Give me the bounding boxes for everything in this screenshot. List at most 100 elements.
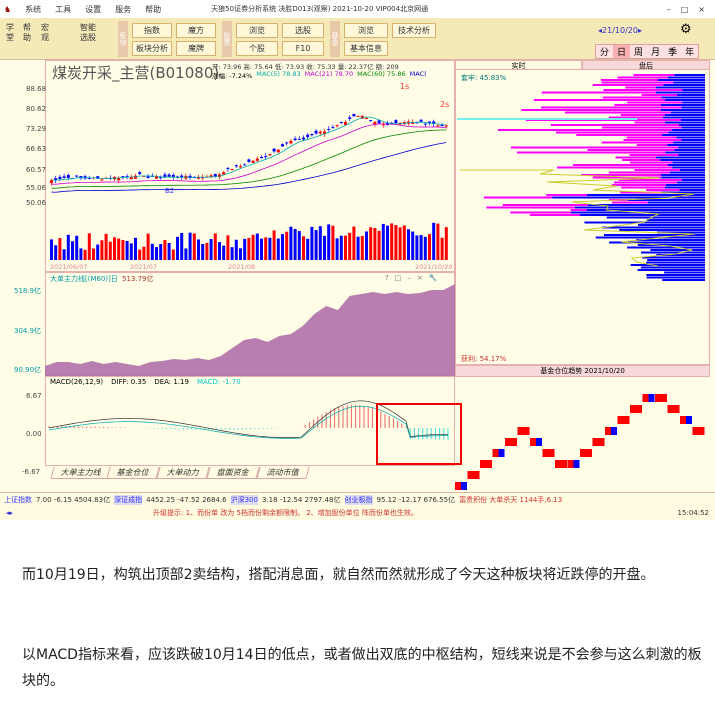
- candle: [209, 175, 213, 177]
- macd-diff: DIFF: 0.35: [111, 378, 147, 386]
- period-year[interactable]: 年: [685, 48, 695, 58]
- date-navigator[interactable]: ◂21/10/20▸: [598, 26, 642, 35]
- chip-bar-blue: [637, 224, 705, 226]
- period-minute[interactable]: 分: [600, 48, 610, 58]
- wrench-icon[interactable]: 🔧: [428, 274, 438, 282]
- menu-service[interactable]: 服务: [115, 4, 132, 14]
- trend-cell: [617, 416, 624, 424]
- moving-average-line: [51, 123, 447, 185]
- window-title: 天狼50证券分析系统 决胜D013(观察) 2021-10-20 VIP004北…: [211, 5, 429, 13]
- scroll-arrows-icon[interactable]: ◂▸: [6, 509, 14, 517]
- volume-bar: [62, 249, 66, 260]
- index-hs300[interactable]: 沪深300: [230, 494, 258, 505]
- chip-bar-magenta: [641, 94, 678, 96]
- close-icon[interactable]: ×: [416, 274, 423, 282]
- candle: [125, 176, 129, 178]
- tab-main-force-line[interactable]: 大单主力线: [50, 467, 112, 479]
- gear-icon[interactable]: ⚙: [680, 22, 692, 37]
- period-selector: 分 日 周 月 季 年: [595, 44, 700, 59]
- btn-single-stock[interactable]: 个股: [236, 41, 278, 56]
- close-button[interactable]: ×: [698, 4, 705, 14]
- chip-bar-magenta: [634, 169, 680, 171]
- candle: [230, 168, 234, 170]
- btn-stock-pick[interactable]: 选股: [282, 23, 324, 38]
- chip-bar-magenta: [497, 129, 673, 131]
- macd-panel[interactable]: [45, 376, 455, 466]
- btn-fund-browse[interactable]: 浏览: [344, 23, 388, 38]
- btn-sector-analysis[interactable]: 板块分析: [132, 41, 172, 56]
- candle: [222, 172, 226, 175]
- ohlc-readout: 开: 73.96 高: 75.64 低: 73.93 收: 75.33 量: 2…: [212, 63, 399, 71]
- btn-magic-card[interactable]: 魔牌: [176, 41, 216, 56]
- candle: [344, 122, 347, 125]
- candle: [281, 144, 284, 147]
- period-quarter[interactable]: 季: [668, 48, 678, 58]
- btn-school[interactable]: 学堂: [6, 23, 14, 42]
- period-day[interactable]: 日: [613, 45, 631, 58]
- btn-basic-info[interactable]: 基本信息: [344, 41, 388, 56]
- volume-bar: [251, 234, 255, 260]
- index-sh[interactable]: 上证指数: [4, 495, 32, 504]
- tab-big-order-power[interactable]: 大单动力: [156, 467, 210, 479]
- candle: [58, 176, 62, 179]
- index-cyb[interactable]: 创业板指: [344, 494, 373, 505]
- chip-bar-blue: [574, 206, 705, 209]
- btn-browse[interactable]: 浏览: [236, 23, 278, 38]
- btn-help[interactable]: 帮助: [23, 23, 31, 42]
- candle: [247, 159, 251, 162]
- menu-system[interactable]: 系统: [25, 4, 42, 14]
- volume-bar: [71, 241, 74, 260]
- volume-bar: [205, 242, 209, 260]
- btn-index[interactable]: 指数: [132, 23, 172, 38]
- minimize-icon[interactable]: –: [407, 274, 411, 282]
- restore-icon[interactable]: □: [394, 274, 402, 282]
- trend-cell: [648, 394, 655, 402]
- btn-tech-analysis[interactable]: 技术分析: [392, 23, 436, 38]
- period-month[interactable]: 月: [651, 48, 661, 58]
- btn-f10[interactable]: F10: [282, 41, 324, 56]
- trend-cell: [692, 427, 699, 435]
- fund-position-trend-title: 基金仓位趋势 2021/10/20: [455, 365, 710, 377]
- menu-settings[interactable]: 设置: [85, 4, 102, 14]
- chip-bar-blue: [586, 209, 705, 211]
- chip-bar-blue: [655, 91, 705, 94]
- tab-fund-position[interactable]: 基金仓位: [106, 467, 160, 479]
- index-sz[interactable]: 深证成指: [114, 494, 143, 505]
- tab-after-hours[interactable]: 盘后: [582, 60, 710, 70]
- period-week[interactable]: 周: [634, 48, 644, 58]
- date-tick: 2021/07: [130, 263, 158, 271]
- chip-bar-magenta: [611, 184, 666, 186]
- minimize-button[interactable]: –: [666, 4, 671, 14]
- candle: [96, 176, 100, 179]
- chip-bar-magenta: [570, 209, 587, 211]
- maximize-button[interactable]: □: [680, 4, 689, 14]
- candle: [117, 177, 121, 181]
- trend-cell: [548, 449, 555, 457]
- btn-smart-pick[interactable]: 智能选股: [80, 23, 96, 42]
- volume-bar: [92, 248, 95, 260]
- candle: [331, 127, 335, 129]
- help-icon[interactable]: ?: [385, 274, 389, 282]
- candle: [159, 176, 163, 179]
- btn-macro[interactable]: 宏观: [41, 23, 49, 42]
- chip-bar-blue: [587, 194, 705, 196]
- candle: [255, 158, 259, 161]
- btn-cube[interactable]: 魔方: [176, 23, 216, 38]
- tab-market-funds[interactable]: 盘面资金: [206, 467, 260, 479]
- chip-bar-blue: [670, 111, 705, 114]
- chip-bar-magenta: [550, 124, 679, 126]
- tab-realtime[interactable]: 实时: [455, 60, 582, 70]
- tab-float-value[interactable]: 流动市值: [256, 467, 310, 479]
- volume-bar: [297, 231, 301, 260]
- volume-bar: [264, 237, 268, 260]
- chip-bar-magenta: [601, 141, 674, 144]
- menu-help[interactable]: 帮助: [145, 4, 162, 14]
- y-tick: 73.29: [26, 125, 47, 133]
- candle: [394, 120, 398, 124]
- menu-tools[interactable]: 工具: [55, 4, 72, 14]
- volume-bar: [323, 235, 326, 260]
- cost-line: [460, 169, 695, 267]
- volume-bar: [163, 240, 167, 260]
- chip-bar-blue: [672, 161, 705, 164]
- volume-bar: [272, 230, 276, 260]
